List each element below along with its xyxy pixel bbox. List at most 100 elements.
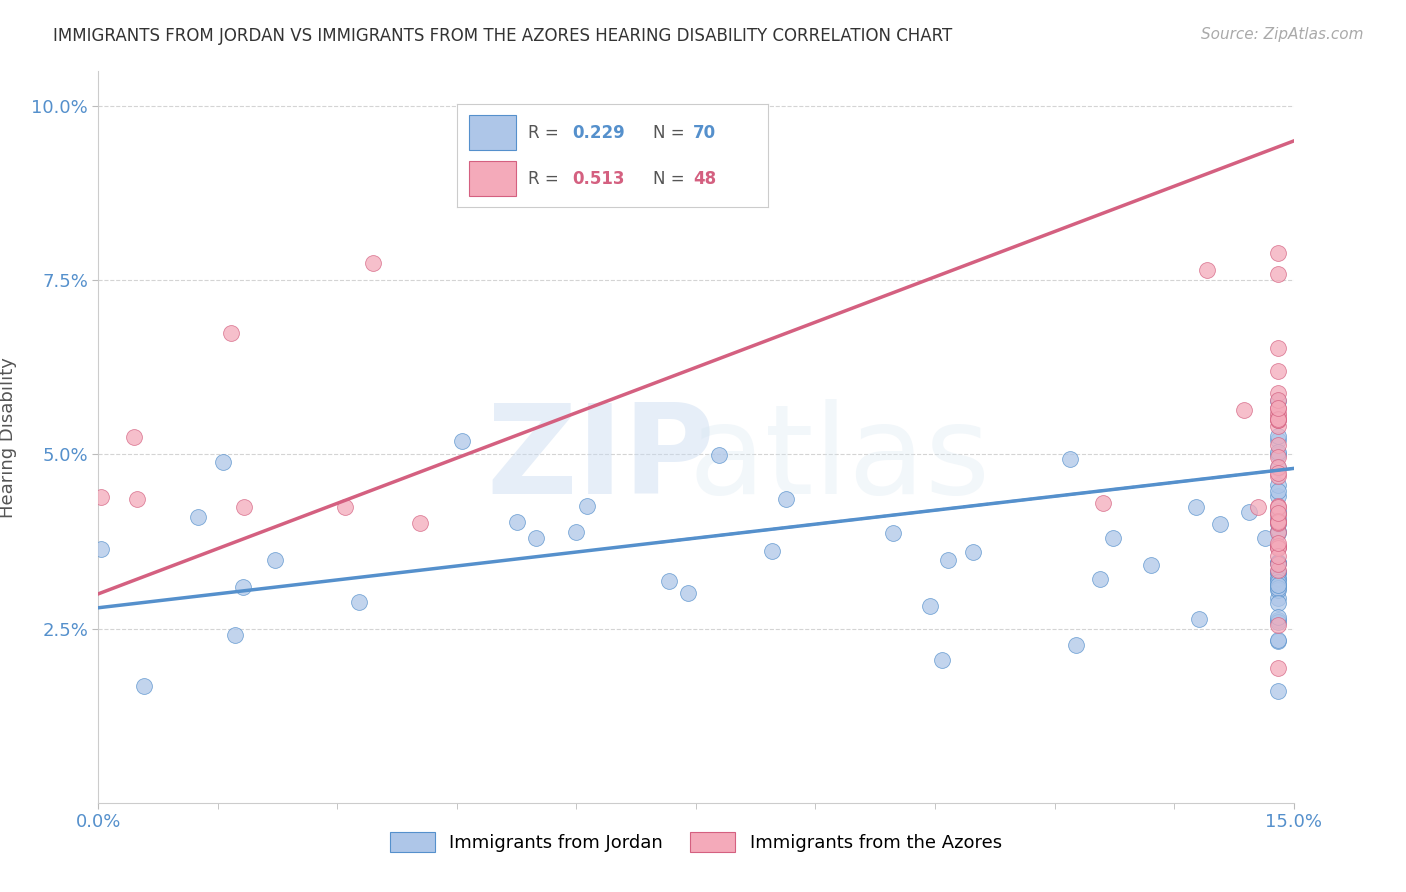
Point bbox=[1267, 386, 1289, 401]
Point bbox=[1267, 661, 1289, 675]
Point bbox=[1267, 572, 1289, 586]
Point bbox=[1267, 684, 1289, 698]
Point bbox=[1267, 578, 1289, 592]
Point bbox=[1267, 566, 1289, 580]
Point bbox=[1267, 557, 1289, 571]
Point bbox=[1267, 418, 1289, 433]
Point bbox=[1267, 506, 1289, 520]
Point bbox=[122, 430, 145, 444]
Point bbox=[1267, 393, 1289, 408]
Point bbox=[1064, 638, 1087, 652]
Point bbox=[134, 679, 156, 693]
Point bbox=[232, 580, 254, 594]
Point bbox=[1267, 517, 1289, 532]
Point bbox=[1267, 413, 1289, 427]
Point bbox=[1267, 500, 1289, 515]
Point bbox=[1267, 267, 1289, 281]
Point bbox=[1267, 634, 1289, 648]
Point bbox=[1267, 460, 1289, 475]
Point bbox=[1267, 596, 1289, 610]
Point bbox=[1267, 508, 1289, 522]
Point bbox=[1267, 539, 1289, 553]
Point bbox=[1267, 565, 1289, 579]
Point bbox=[1267, 516, 1289, 530]
Point bbox=[1267, 615, 1289, 630]
Text: ZIP: ZIP bbox=[486, 399, 714, 519]
Point bbox=[1140, 558, 1163, 573]
Point bbox=[1267, 364, 1289, 378]
Text: atlas: atlas bbox=[689, 399, 990, 519]
Point bbox=[1267, 525, 1289, 540]
Point bbox=[212, 454, 235, 468]
Point bbox=[931, 653, 953, 667]
Point bbox=[1267, 483, 1289, 498]
Point bbox=[1267, 574, 1289, 589]
Point bbox=[565, 524, 588, 539]
Point bbox=[1267, 409, 1289, 423]
Text: Source: ZipAtlas.com: Source: ZipAtlas.com bbox=[1201, 27, 1364, 42]
Point bbox=[1267, 541, 1289, 556]
Point bbox=[1188, 612, 1211, 626]
Point bbox=[761, 543, 783, 558]
Point bbox=[233, 500, 256, 515]
Point bbox=[450, 434, 472, 449]
Point bbox=[505, 516, 527, 530]
Point bbox=[1267, 549, 1289, 564]
Point bbox=[1267, 499, 1289, 513]
Point bbox=[1267, 467, 1289, 481]
Point bbox=[1267, 506, 1289, 520]
Point bbox=[1267, 578, 1289, 592]
Point bbox=[224, 628, 246, 642]
Point bbox=[264, 553, 287, 567]
Point bbox=[1185, 500, 1208, 515]
Point bbox=[1247, 500, 1270, 514]
Point bbox=[1208, 517, 1230, 532]
Point bbox=[918, 599, 941, 614]
Point bbox=[187, 510, 209, 524]
Point bbox=[1267, 450, 1289, 464]
Point bbox=[1237, 505, 1260, 519]
Point bbox=[1267, 429, 1289, 443]
Point bbox=[1267, 407, 1289, 421]
Point bbox=[1267, 477, 1289, 491]
Point bbox=[882, 526, 904, 541]
Point bbox=[1267, 489, 1289, 503]
Point bbox=[1267, 581, 1289, 595]
Point bbox=[1267, 540, 1289, 554]
Point bbox=[936, 553, 959, 567]
Point bbox=[1088, 572, 1111, 586]
Point bbox=[1267, 540, 1289, 554]
Point bbox=[1267, 512, 1289, 526]
Point bbox=[125, 492, 148, 507]
Point bbox=[1091, 496, 1114, 510]
Point bbox=[1267, 245, 1289, 260]
Point bbox=[1267, 563, 1289, 577]
Point bbox=[1267, 393, 1289, 408]
Point bbox=[90, 490, 112, 504]
Point bbox=[1101, 531, 1123, 545]
Point bbox=[676, 586, 699, 600]
Point bbox=[333, 500, 356, 515]
Point bbox=[1267, 447, 1289, 461]
Y-axis label: Hearing Disability: Hearing Disability bbox=[0, 357, 17, 517]
Point bbox=[1195, 263, 1218, 277]
Point bbox=[1267, 514, 1289, 528]
Point bbox=[1267, 437, 1289, 451]
Point bbox=[1267, 557, 1289, 571]
Point bbox=[1267, 610, 1289, 624]
Point bbox=[658, 574, 681, 588]
Point bbox=[1267, 504, 1289, 518]
Point bbox=[1267, 555, 1289, 569]
Point bbox=[1267, 468, 1289, 483]
Point bbox=[1267, 525, 1289, 540]
Point bbox=[1267, 571, 1289, 585]
Point bbox=[347, 595, 370, 609]
Point bbox=[1267, 591, 1289, 605]
Point bbox=[524, 531, 547, 545]
Legend: Immigrants from Jordan, Immigrants from the Azores: Immigrants from Jordan, Immigrants from … bbox=[382, 824, 1010, 860]
Point bbox=[1267, 341, 1289, 355]
Text: IMMIGRANTS FROM JORDAN VS IMMIGRANTS FROM THE AZORES HEARING DISABILITY CORRELAT: IMMIGRANTS FROM JORDAN VS IMMIGRANTS FRO… bbox=[53, 27, 953, 45]
Point bbox=[1267, 411, 1289, 425]
Point bbox=[1267, 515, 1289, 529]
Point bbox=[1267, 558, 1289, 572]
